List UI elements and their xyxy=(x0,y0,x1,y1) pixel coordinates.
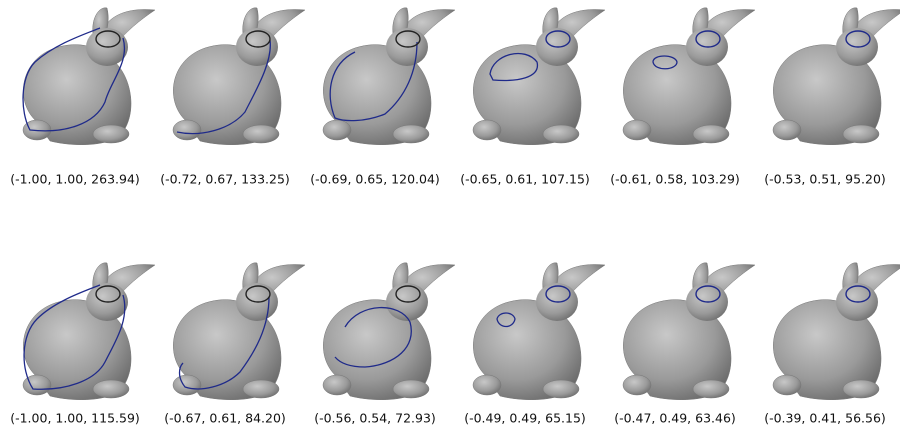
bunny xyxy=(322,262,455,401)
bunny-panel xyxy=(172,262,305,401)
head-ring xyxy=(95,30,121,48)
bunny xyxy=(322,7,455,146)
caption: (-0.47, 0.49, 63.46) xyxy=(614,411,736,426)
bunny-panel xyxy=(322,7,455,146)
bunny-panel xyxy=(622,7,755,146)
cut-curve xyxy=(489,52,538,82)
bunny-panel xyxy=(172,7,305,146)
cut-curve xyxy=(652,55,678,70)
caption: (-0.72, 0.67, 133.25) xyxy=(160,172,290,187)
cut-curve xyxy=(178,296,270,390)
bunny xyxy=(622,262,755,401)
cut-curve xyxy=(334,306,412,368)
bunny xyxy=(172,7,305,146)
caption: (-1.00, 1.00, 115.59) xyxy=(10,411,140,426)
bunny-panel xyxy=(22,7,155,146)
bunny-panel xyxy=(472,262,605,401)
caption: (-0.65, 0.61, 107.15) xyxy=(460,172,590,187)
bunny-panel xyxy=(622,262,755,401)
head-ring xyxy=(95,285,121,303)
bunny xyxy=(22,262,155,401)
bunny-panel xyxy=(22,262,155,401)
head-ring xyxy=(845,30,871,48)
caption: (-0.39, 0.41, 56.56) xyxy=(764,411,886,426)
bunny xyxy=(472,7,605,146)
head-ring xyxy=(245,30,271,48)
caption: (-0.53, 0.51, 95.20) xyxy=(764,172,886,187)
cut-curve xyxy=(23,284,126,390)
caption: (-0.67, 0.61, 84.20) xyxy=(164,411,286,426)
bunny-panel xyxy=(772,262,900,401)
bunny xyxy=(22,7,155,146)
bunny xyxy=(772,7,900,146)
bunny xyxy=(622,7,755,146)
cut-curve xyxy=(496,312,516,328)
cut-curve xyxy=(329,41,418,122)
bunny xyxy=(472,262,605,401)
caption: (-0.56, 0.54, 72.93) xyxy=(314,411,436,426)
bunny-panel xyxy=(772,7,900,146)
head-ring xyxy=(695,30,721,48)
caption: (-0.61, 0.58, 103.29) xyxy=(610,172,740,187)
caption: (-1.00, 1.00, 263.94) xyxy=(10,172,140,187)
caption: (-0.49, 0.49, 65.15) xyxy=(464,411,586,426)
head-ring xyxy=(545,30,571,48)
caption: (-0.69, 0.65, 120.04) xyxy=(310,172,440,187)
bunny xyxy=(772,262,900,401)
bunny xyxy=(172,262,305,401)
head-ring xyxy=(395,285,421,303)
head-ring xyxy=(545,285,571,303)
cut-curve xyxy=(22,27,126,132)
head-ring xyxy=(395,30,421,48)
bunny-panel xyxy=(322,262,455,401)
bunny-panel xyxy=(472,7,605,146)
head-ring xyxy=(695,285,721,303)
head-ring xyxy=(845,285,871,303)
cut-curve xyxy=(176,39,271,135)
head-ring xyxy=(245,285,271,303)
